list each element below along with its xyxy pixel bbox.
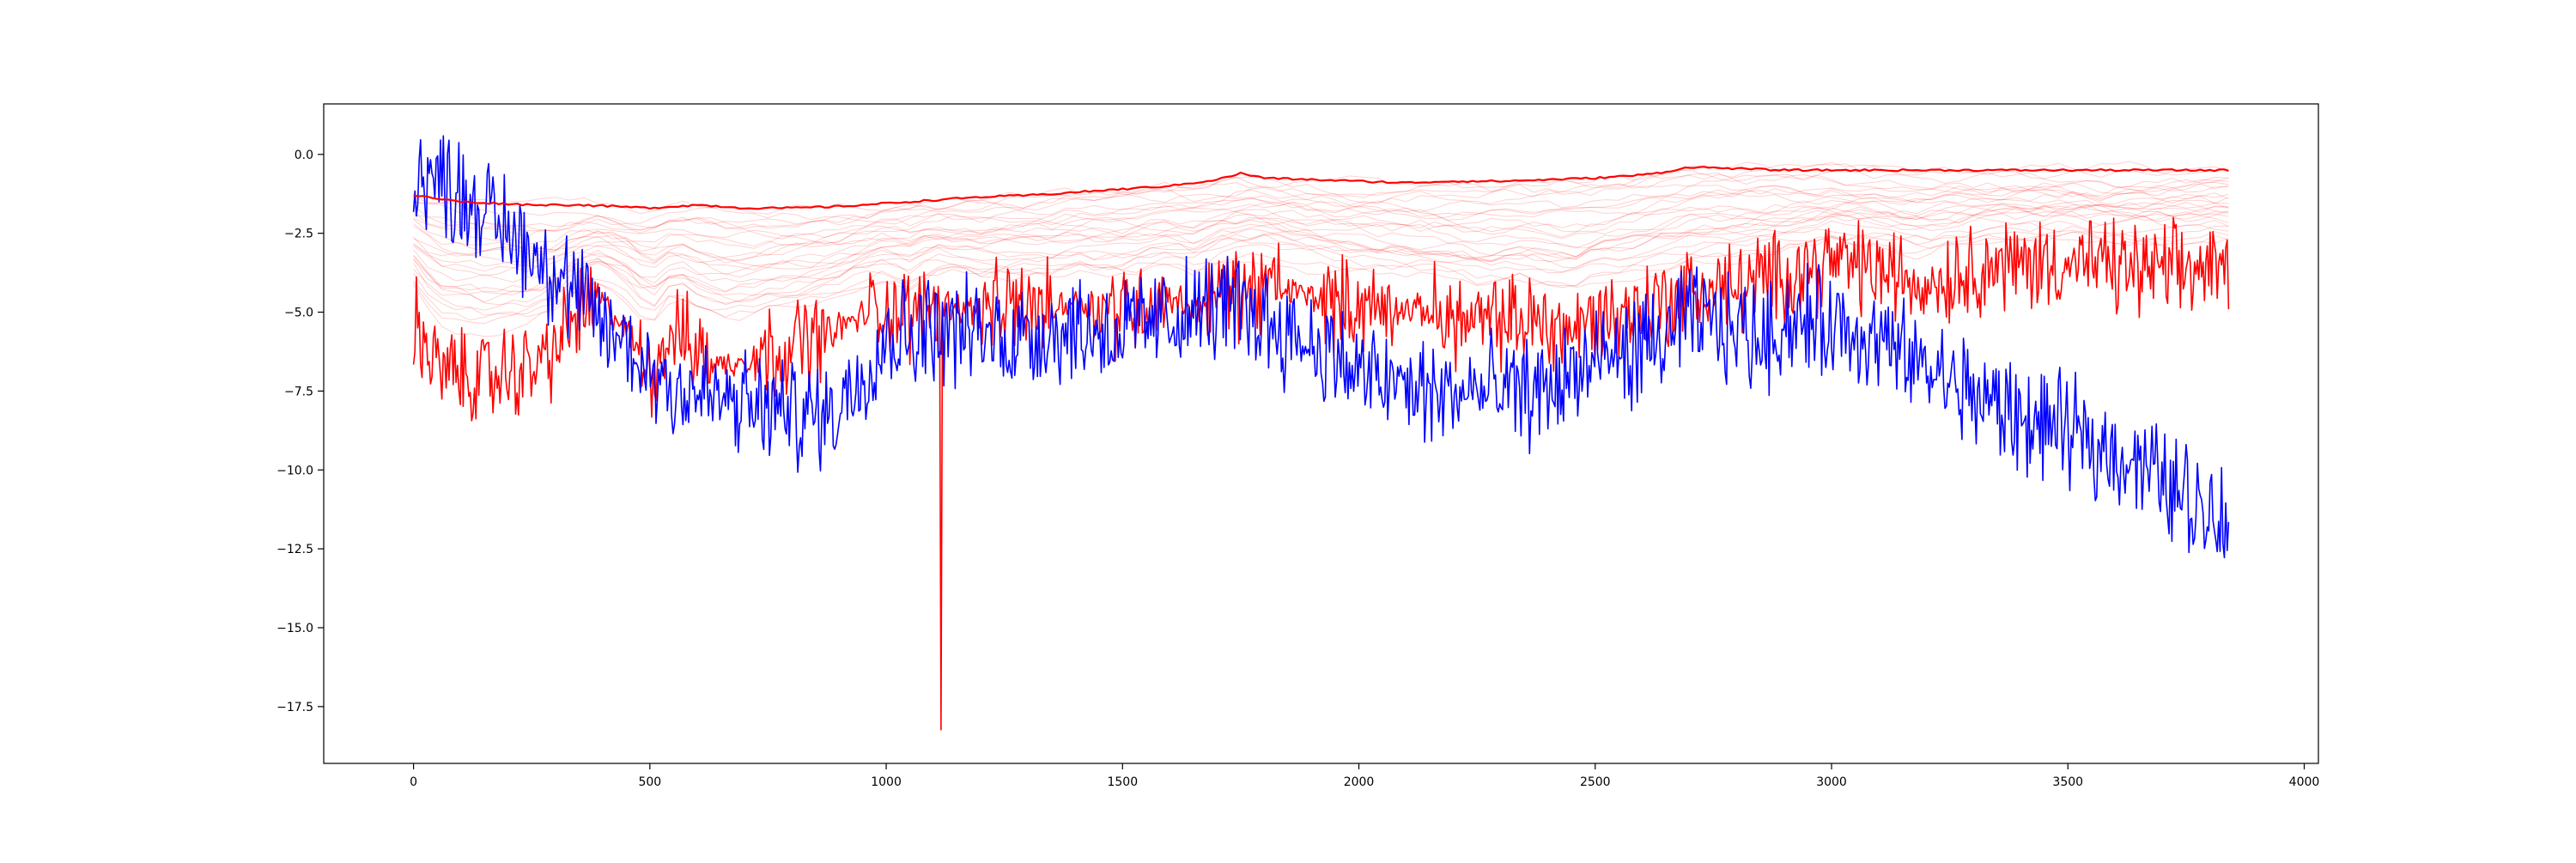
y-axis: 0.0 −2.5 −5.0 −7.5 −10.0 −12.5 −15.0 −17.5	[276, 149, 324, 714]
faint-trace-line	[413, 199, 2229, 272]
faint-trace-line	[413, 185, 2229, 257]
faint-trace-line	[413, 161, 2229, 215]
faint-trace-line	[413, 204, 2229, 293]
x-tick-label: 3500	[2052, 775, 2083, 789]
y-tick-label: −15.0	[276, 622, 313, 635]
faint-trace-line	[413, 231, 2229, 325]
plot-area-frame	[323, 103, 2319, 764]
y-tick-label: −17.5	[276, 701, 313, 714]
x-tick-label: 3000	[1816, 775, 1847, 789]
faint-trace-line	[413, 205, 2229, 295]
y-tick-label: −12.5	[276, 543, 313, 556]
y-tick-label: −10.0	[276, 464, 313, 477]
faint-trace-line	[413, 199, 2229, 284]
faint-trace-line	[413, 203, 2229, 295]
faint-trace-line	[413, 195, 2229, 270]
faint-trace-line	[413, 204, 2229, 277]
faint-trace-line	[413, 176, 2229, 252]
faint-trace-line	[413, 220, 2229, 307]
x-tick-label: 1000	[871, 775, 902, 789]
x-axis: 0 500 1000 1500 2000 2500 3000 3500 4000	[410, 763, 2319, 789]
y-tick-label: −2.5	[284, 228, 313, 241]
faint-trace-line	[413, 225, 2229, 318]
faint-trace-line	[413, 198, 2229, 267]
faint-trace-line	[413, 215, 2229, 311]
faint-trace-line	[413, 210, 2229, 303]
x-tick-label: 2500	[1580, 775, 1611, 789]
series-line	[412, 135, 2230, 559]
faint-trace-line	[413, 174, 2229, 238]
faint-trace-line	[413, 193, 2229, 258]
y-tick-label: 0.0	[295, 149, 313, 162]
x-tick-label: 2000	[1344, 775, 1375, 789]
x-tick-label: 4000	[2289, 775, 2320, 789]
faint-trace-line	[413, 234, 2229, 337]
faint-trace-line	[413, 169, 2229, 232]
series-layer	[412, 135, 2230, 731]
y-tick-label: −7.5	[284, 385, 313, 398]
faint-trace-line	[413, 185, 2229, 262]
faint-traces-layer	[413, 161, 2229, 337]
faint-trace-line	[413, 185, 2229, 246]
y-tick-label: −5.0	[284, 307, 313, 320]
faint-trace-line	[413, 224, 2229, 321]
x-tick-label: 500	[638, 775, 661, 789]
series-line	[413, 166, 2229, 210]
faint-trace-line	[413, 170, 2229, 232]
x-tick-label: 1500	[1107, 775, 1138, 789]
faint-trace-line	[413, 177, 2229, 240]
series-line	[412, 216, 2230, 731]
x-tick-label: 0	[410, 775, 417, 789]
